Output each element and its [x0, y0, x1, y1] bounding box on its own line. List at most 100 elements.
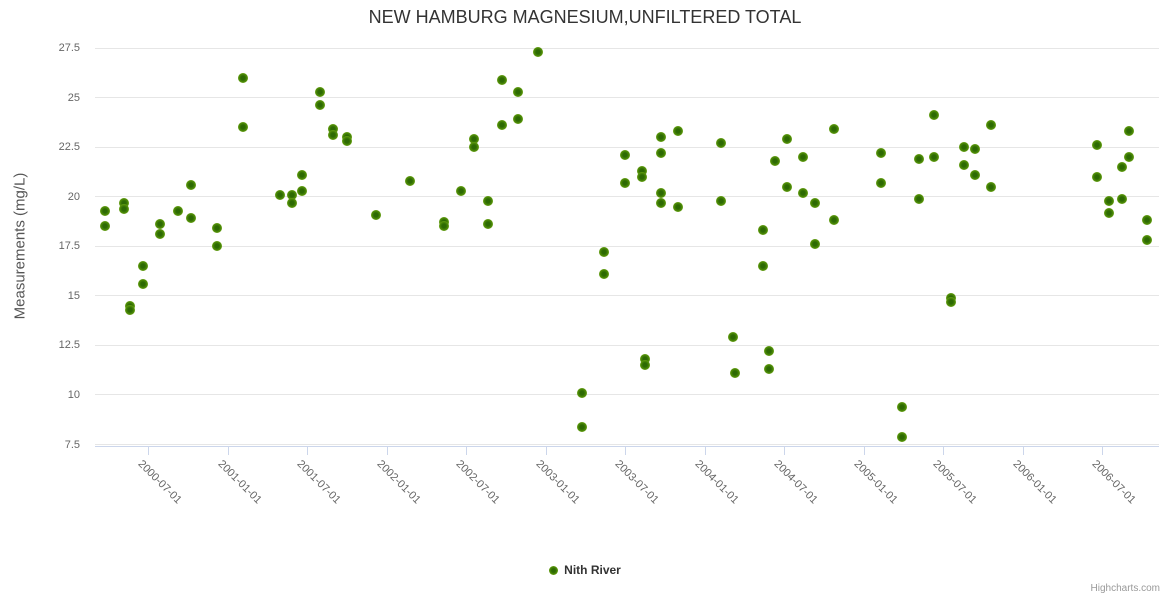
data-point[interactable] — [1117, 161, 1127, 172]
data-point[interactable] — [172, 205, 183, 216]
data-point[interactable] — [599, 247, 610, 258]
data-point[interactable] — [639, 354, 650, 365]
data-point[interactable] — [315, 86, 326, 97]
data-point[interactable] — [154, 219, 165, 230]
data-point[interactable] — [958, 159, 969, 170]
data-point[interactable] — [757, 225, 768, 236]
data-point[interactable] — [763, 346, 774, 357]
data-point[interactable] — [371, 209, 382, 220]
data-point[interactable] — [469, 142, 480, 153]
data-point[interactable] — [118, 203, 129, 214]
data-point[interactable] — [986, 181, 997, 192]
data-point[interactable] — [341, 136, 352, 147]
data-point[interactable] — [809, 197, 820, 208]
data-point[interactable] — [576, 387, 587, 398]
data-point[interactable] — [958, 142, 969, 153]
data-point[interactable] — [1142, 215, 1153, 226]
data-point[interactable] — [636, 165, 647, 176]
data-point[interactable] — [404, 175, 415, 186]
data-point[interactable] — [809, 239, 820, 250]
data-point[interactable] — [1103, 207, 1114, 218]
data-point[interactable] — [455, 185, 466, 196]
data-point[interactable] — [186, 179, 197, 190]
data-point[interactable] — [211, 241, 222, 252]
data-point[interactable] — [928, 110, 939, 121]
data-point[interactable] — [636, 171, 647, 182]
data-point[interactable] — [876, 148, 887, 159]
highcharts-credit[interactable]: Highcharts.com — [1090, 583, 1160, 594]
data-point[interactable] — [655, 197, 666, 208]
data-point[interactable] — [1124, 126, 1135, 137]
data-point[interactable] — [1142, 235, 1153, 246]
data-point[interactable] — [315, 100, 326, 111]
data-point[interactable] — [287, 197, 298, 208]
legend-marker-icon[interactable] — [549, 565, 559, 575]
data-point[interactable] — [1103, 195, 1114, 206]
data-point[interactable] — [482, 219, 493, 230]
data-point[interactable] — [1091, 171, 1102, 182]
data-point[interactable] — [619, 177, 630, 188]
data-point[interactable] — [125, 304, 136, 315]
data-point[interactable] — [297, 185, 308, 196]
data-point[interactable] — [716, 195, 727, 206]
data-point[interactable] — [328, 124, 339, 135]
data-point[interactable] — [100, 205, 110, 216]
data-point[interactable] — [876, 177, 887, 188]
data-point[interactable] — [619, 150, 630, 161]
data-point[interactable] — [655, 148, 666, 159]
data-point[interactable] — [576, 421, 587, 432]
data-point[interactable] — [673, 201, 684, 212]
data-point[interactable] — [969, 144, 980, 155]
data-point[interactable] — [727, 332, 738, 343]
data-point[interactable] — [237, 72, 248, 83]
data-point[interactable] — [1091, 140, 1102, 151]
data-point[interactable] — [798, 152, 809, 163]
data-point[interactable] — [599, 269, 610, 279]
data-point[interactable] — [828, 124, 839, 135]
data-point[interactable] — [512, 86, 523, 97]
data-point[interactable] — [673, 126, 684, 137]
data-point[interactable] — [986, 120, 997, 131]
data-point[interactable] — [328, 130, 339, 141]
data-point[interactable] — [138, 261, 149, 272]
data-point[interactable] — [782, 181, 793, 192]
data-point[interactable] — [896, 431, 907, 442]
data-point[interactable] — [1124, 152, 1135, 163]
data-point[interactable] — [782, 134, 793, 145]
data-point[interactable] — [118, 197, 129, 208]
data-point[interactable] — [655, 132, 666, 143]
data-point[interactable] — [928, 152, 939, 163]
data-point[interactable] — [533, 46, 543, 57]
data-point[interactable] — [100, 221, 110, 232]
data-point[interactable] — [211, 223, 222, 234]
data-point[interactable] — [655, 187, 666, 198]
legend-label[interactable]: Nith River — [564, 563, 621, 577]
data-point[interactable] — [798, 187, 809, 198]
data-point[interactable] — [639, 360, 650, 371]
data-point[interactable] — [1117, 193, 1127, 204]
data-point[interactable] — [729, 368, 740, 379]
data-point[interactable] — [914, 154, 925, 165]
data-point[interactable] — [497, 74, 508, 85]
data-point[interactable] — [297, 169, 308, 180]
data-point[interactable] — [512, 114, 523, 125]
data-point[interactable] — [828, 215, 839, 226]
data-point[interactable] — [896, 401, 907, 412]
data-point[interactable] — [237, 122, 248, 133]
data-point[interactable] — [154, 229, 165, 240]
data-point[interactable] — [716, 138, 727, 149]
data-point[interactable] — [439, 221, 450, 232]
data-point[interactable] — [469, 134, 480, 145]
data-point[interactable] — [769, 156, 780, 166]
data-point[interactable] — [757, 261, 768, 272]
data-point[interactable] — [138, 278, 149, 289]
data-point[interactable] — [914, 193, 925, 204]
data-point[interactable] — [497, 120, 508, 131]
data-point[interactable] — [274, 189, 285, 200]
data-point[interactable] — [945, 296, 956, 307]
data-point[interactable] — [186, 213, 197, 224]
data-point[interactable] — [482, 195, 493, 206]
data-point[interactable] — [969, 169, 980, 180]
data-point[interactable] — [763, 364, 774, 375]
data-point[interactable] — [287, 189, 298, 200]
